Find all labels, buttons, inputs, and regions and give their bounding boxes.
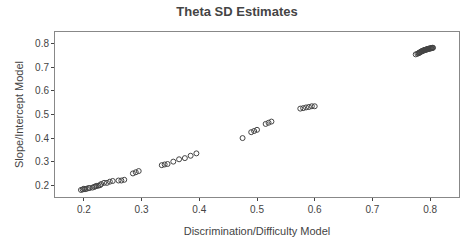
svg-text:0.6: 0.6 [308, 204, 322, 215]
svg-text:Theta SD Estimates: Theta SD Estimates [176, 4, 297, 19]
svg-text:0.7: 0.7 [365, 204, 379, 215]
svg-text:0.5: 0.5 [35, 109, 49, 120]
svg-text:0.2: 0.2 [77, 204, 91, 215]
svg-text:0.4: 0.4 [192, 204, 206, 215]
svg-text:0.5: 0.5 [250, 204, 264, 215]
svg-text:Slope/Intercept Model: Slope/Intercept Model [13, 61, 25, 168]
svg-text:0.8: 0.8 [423, 204, 437, 215]
svg-text:0.7: 0.7 [35, 62, 49, 73]
svg-text:0.3: 0.3 [35, 156, 49, 167]
svg-text:0.4: 0.4 [35, 133, 49, 144]
svg-text:0.8: 0.8 [35, 38, 49, 49]
svg-text:0.3: 0.3 [135, 204, 149, 215]
svg-text:0.6: 0.6 [35, 85, 49, 96]
svg-text:0.2: 0.2 [35, 180, 49, 191]
svg-text:Discrimination/Difficulty Mode: Discrimination/Difficulty Model [184, 225, 331, 237]
